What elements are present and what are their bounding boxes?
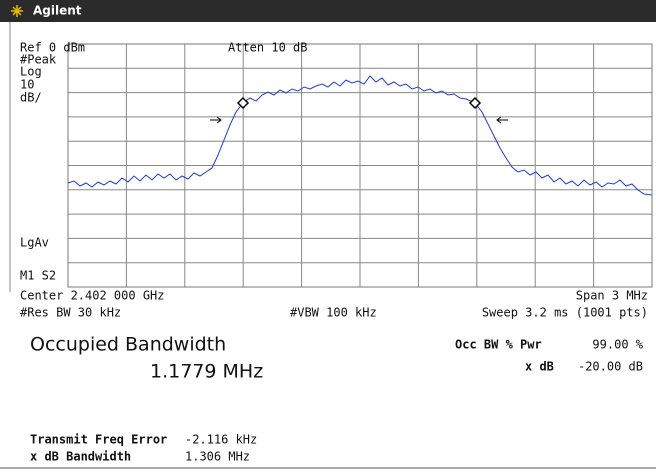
res-bw: #Res BW 30 kHz (20, 306, 121, 320)
atten: Atten 10 dB (228, 41, 307, 55)
logo (11, 5, 23, 17)
sweep: Sweep 3.2 ms (1001 pts) (482, 306, 648, 320)
graticule (68, 44, 652, 287)
scale-unit: dB/ (20, 91, 42, 105)
occ-bw-label: Occ BW % Pwr (455, 338, 542, 352)
scale-value: 10 (20, 78, 34, 92)
trace (67, 75, 653, 196)
xdb-value: -20.00 dB (578, 360, 643, 374)
graticule-border (67, 43, 653, 288)
occ-bw-value: 99.00 % (592, 338, 643, 352)
center-freq: Center 2.402 000 GHz (20, 289, 165, 303)
xdb-label: x dB (525, 360, 554, 374)
xdb-bw-label: x dB Bandwidth (30, 450, 131, 464)
span: Span 3 MHz (576, 289, 648, 303)
result-title: Occupied Bandwidth (30, 334, 226, 356)
marker (236, 96, 250, 110)
freq-error-label: Transmit Freq Error (30, 433, 167, 447)
scale-type: Log (20, 65, 42, 79)
brand: Agilent (33, 4, 82, 18)
freq-error-value: -2.116 kHz (185, 433, 257, 447)
ref-level: Ref 0 dBm (20, 41, 85, 55)
average: LgAv (20, 236, 49, 250)
marker (468, 96, 482, 110)
vbw: #VBW 100 kHz (290, 306, 377, 320)
marker-arrows (210, 116, 508, 124)
result-value: 1.1779 MHz (150, 361, 263, 383)
detector: #Peak (20, 53, 57, 67)
xdb-bw-value: 1.306 MHz (185, 450, 250, 464)
title-bar (0, 0, 656, 22)
marker-info: M1 S2 (20, 269, 56, 283)
